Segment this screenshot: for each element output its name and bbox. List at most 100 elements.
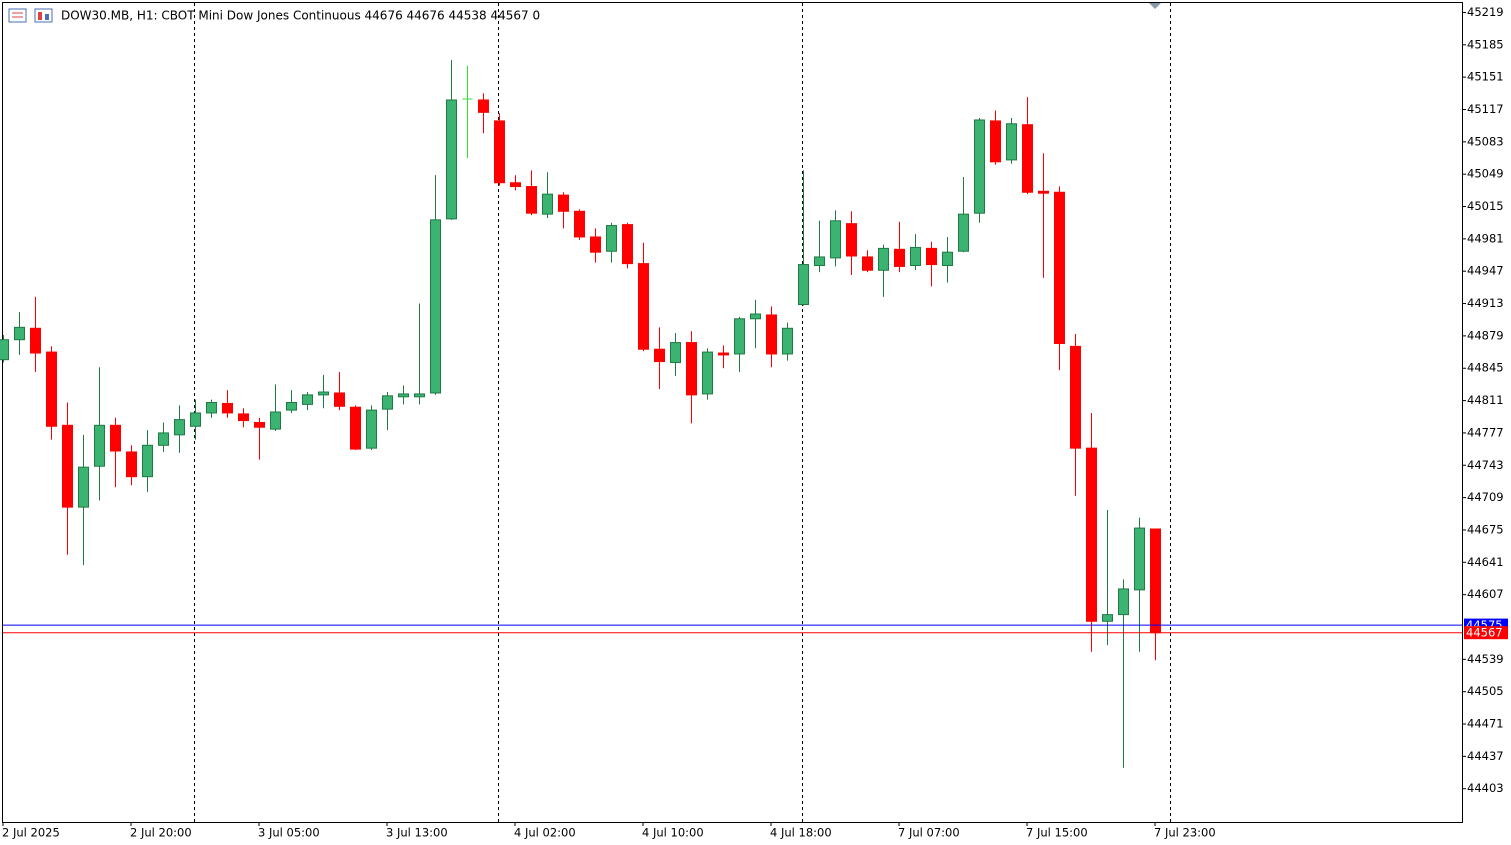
candle-body — [334, 392, 345, 407]
candle-body — [238, 413, 249, 422]
candle-body — [1038, 190, 1049, 194]
candle-body — [78, 466, 89, 508]
candle-body — [478, 99, 489, 113]
candle-body — [382, 395, 393, 410]
x-tick-label: 4 Jul 18:00 — [770, 826, 832, 840]
icon — [34, 8, 53, 23]
y-tick-label: 44709 — [1467, 490, 1504, 504]
x-tick-label: 3 Jul 05:00 — [258, 826, 320, 840]
x-tick-label: 7 Jul 23:00 — [1154, 826, 1216, 840]
candle-body — [142, 444, 153, 478]
candle-body — [846, 223, 857, 257]
candle-body — [254, 421, 265, 428]
chart-title: DOW30.MB, H1: CBOT Mini Dow Jones Contin… — [61, 9, 540, 23]
y-tick-label: 44539 — [1467, 652, 1504, 666]
candle-body — [430, 219, 441, 394]
candle-body — [62, 424, 73, 508]
shift-marker — [1149, 3, 1161, 9]
candle-body — [686, 342, 697, 396]
x-tick-label: 4 Jul 02:00 — [514, 826, 576, 840]
candle-body — [638, 263, 649, 350]
candle-body — [814, 256, 825, 267]
candle-body — [1006, 123, 1017, 161]
candle-body — [574, 210, 585, 238]
candle-body — [1118, 588, 1129, 616]
candle-body — [910, 246, 921, 267]
y-tick-label: 44777 — [1467, 425, 1504, 439]
candle-body — [158, 432, 169, 446]
candle-body — [974, 119, 985, 214]
candle-body — [606, 225, 617, 252]
candle-body — [926, 247, 937, 266]
candle-body — [526, 186, 537, 214]
candle-body — [270, 411, 281, 430]
candle-body — [94, 424, 105, 467]
y-tick-label: 44607 — [1467, 587, 1504, 601]
y-tick-label: 44641 — [1467, 555, 1504, 569]
candle-body — [174, 419, 185, 436]
candle-body — [766, 314, 777, 355]
candle-body — [654, 348, 665, 363]
icon — [38, 12, 42, 20]
candle-body — [14, 326, 25, 341]
candle-body — [110, 424, 121, 452]
candle-body — [734, 318, 745, 355]
x-tick-label: 4 Jul 10:00 — [642, 826, 704, 840]
y-tick-label: 45083 — [1467, 134, 1504, 148]
y-tick-label: 45151 — [1467, 70, 1504, 84]
candle-body — [1134, 527, 1145, 591]
candle-body — [782, 327, 793, 355]
y-tick-label: 45117 — [1467, 102, 1504, 116]
candle-body — [190, 412, 201, 427]
candle-body — [558, 194, 569, 212]
candle-body — [718, 352, 729, 356]
candle-body — [350, 406, 361, 450]
price-label-bg — [1464, 626, 1508, 640]
candle-body — [30, 327, 41, 354]
y-tick-label: 45185 — [1467, 37, 1504, 51]
y-tick-label: 44675 — [1467, 522, 1504, 536]
y-tick-label: 44981 — [1467, 231, 1504, 245]
candle-body — [622, 224, 633, 265]
y-tick-label: 44743 — [1467, 458, 1504, 472]
candle-body — [446, 99, 457, 220]
plot-frame — [2, 2, 1463, 823]
y-tick-label: 44811 — [1467, 393, 1504, 407]
y-tick-label: 44913 — [1467, 296, 1504, 310]
y-tick-label: 44437 — [1467, 749, 1504, 763]
candle-body — [542, 193, 553, 215]
candle-body — [206, 401, 217, 414]
candle-body — [590, 236, 601, 253]
candle-body — [1102, 614, 1113, 622]
y-tick-label: 44403 — [1467, 781, 1504, 795]
candle-body — [942, 251, 953, 267]
y-tick-label: 44947 — [1467, 264, 1504, 278]
icon — [45, 14, 49, 20]
candle-body — [46, 351, 57, 427]
y-tick-label: 44879 — [1467, 328, 1504, 342]
price-label: 44567 — [1466, 626, 1503, 640]
candle-body — [494, 120, 505, 184]
y-tick-label: 45049 — [1467, 167, 1504, 181]
header-icons — [8, 8, 53, 23]
y-tick-label: 44471 — [1467, 717, 1504, 731]
candle-body — [894, 248, 905, 267]
candle-body — [958, 213, 969, 252]
candle-body — [318, 391, 329, 396]
candle-body — [1086, 447, 1097, 622]
candle-body — [1022, 124, 1033, 193]
candle-body — [1150, 528, 1161, 634]
x-tick-label: 3 Jul 13:00 — [386, 826, 448, 840]
x-tick-label: 7 Jul 07:00 — [898, 826, 960, 840]
candle-body — [670, 342, 681, 364]
y-tick-label: 44845 — [1467, 361, 1504, 375]
y-tick-label: 44505 — [1467, 684, 1504, 698]
candle-body — [878, 247, 889, 271]
candle-body — [830, 220, 841, 259]
candle-body — [286, 401, 297, 411]
x-tick-label: 2 Jul 2025 — [2, 826, 60, 840]
candle-body — [990, 120, 1001, 163]
candle-body — [414, 393, 425, 398]
candle-body — [0, 339, 9, 361]
